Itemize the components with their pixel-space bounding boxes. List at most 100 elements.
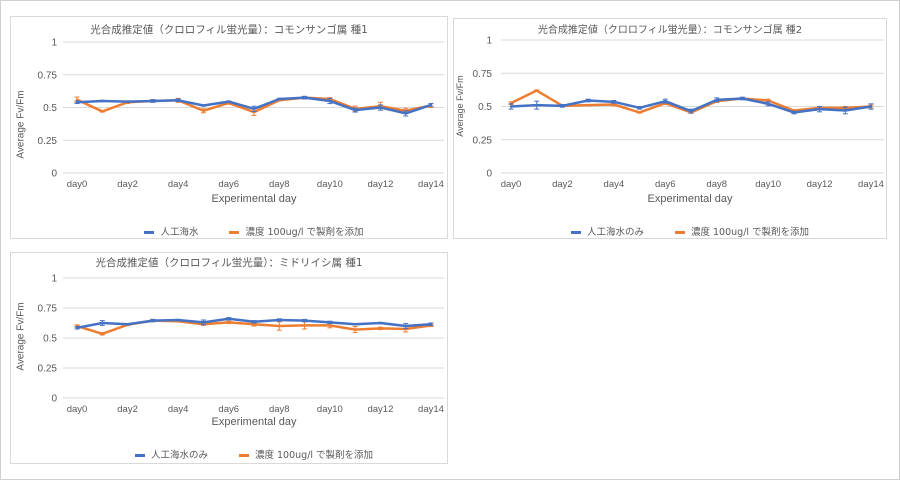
legend: 人工海水 濃度 100ug/l で製剤を添加	[11, 224, 447, 238]
data-point	[379, 106, 382, 109]
data-point	[101, 321, 104, 325]
data-point	[75, 98, 79, 101]
legend-item-control: 人工海水のみ	[570, 227, 644, 238]
x-tick-label: day8	[706, 179, 727, 190]
legend: 人工海水のみ 濃度 100ug/l で製剤を添加	[11, 447, 447, 461]
chart-komonsango-1: 0 0.25 0.5 0.75 1 day0 day2 day4 day6 day8 day10 da…	[10, 16, 448, 239]
legend: 人工海水のみ 濃度 100ug/l で製剤を添加	[454, 224, 886, 238]
x-tick-label: day6	[218, 404, 239, 415]
x-tick-label: day12	[807, 179, 833, 190]
data-point	[664, 99, 667, 103]
data-point	[328, 99, 332, 103]
data-point	[303, 319, 306, 322]
data-point	[379, 327, 382, 330]
legend-label: 人工海水のみ	[586, 227, 644, 238]
data-point	[101, 332, 104, 335]
x-tick-label: day6	[218, 179, 239, 190]
data-point	[75, 326, 79, 329]
legend-label: 濃度 100ug/l で製剤を添加	[254, 450, 374, 461]
x-tick-label: day12	[367, 404, 393, 415]
x-tick-label: day10	[317, 404, 343, 415]
data-point	[844, 109, 847, 112]
data-point	[741, 97, 744, 100]
legend-swatch-blue	[570, 231, 581, 234]
legend-item-treatment: 濃度 100ug/l で製剤を添加	[674, 227, 810, 238]
data-point	[202, 104, 205, 107]
chart-midoriishi-1: 0 0.25 0.5 0.75 1 day0 day2 day4 day6 day8 day10 da…	[10, 252, 448, 464]
x-tick-label: day2	[117, 179, 138, 190]
data-point	[252, 320, 256, 323]
x-tick-label: day14	[858, 179, 884, 190]
chart-plot: 0 0.25 0.5 0.75 1 day0 day2 day4 day6 day8 day10 da…	[473, 36, 884, 190]
data-point	[202, 321, 205, 324]
x-tick-label: day4	[168, 404, 189, 415]
data-point	[303, 324, 306, 327]
legend-label: 濃度 100ug/l で製剤を添加	[690, 227, 810, 238]
data-point	[101, 99, 104, 103]
y-tick-label: 0	[51, 394, 57, 405]
data-point	[818, 107, 821, 111]
data-point	[328, 321, 332, 324]
chart-komonsango-2: 0 0.25 0.5 0.75 1 day0 day2 day4 day6 day8 day10 da…	[453, 18, 887, 239]
data-point	[151, 319, 155, 322]
y-tick-label: 0.25	[473, 135, 493, 146]
data-point	[227, 100, 230, 103]
y-tick-label: 0.25	[38, 364, 58, 375]
x-tick-label: day0	[67, 179, 88, 190]
data-point	[792, 111, 796, 114]
y-tick-label: 0	[486, 169, 492, 180]
data-point	[227, 317, 230, 320]
data-point	[278, 324, 281, 328]
data-point	[404, 324, 407, 328]
data-point	[278, 97, 281, 101]
x-tick-label: day0	[67, 404, 88, 415]
data-point	[535, 89, 538, 92]
data-point	[429, 323, 433, 326]
data-point	[689, 109, 693, 113]
data-point	[151, 99, 155, 103]
data-point	[612, 103, 616, 106]
data-point	[869, 105, 873, 108]
x-tick-label: day6	[655, 179, 676, 190]
y-axis-label: Average Fv/Fm	[15, 302, 27, 371]
x-tick-label: day2	[552, 179, 573, 190]
x-tick-label: day4	[604, 179, 625, 190]
x-tick-label: day10	[317, 179, 343, 190]
data-point	[126, 323, 129, 326]
data-point	[75, 101, 79, 104]
legend-swatch-blue	[144, 231, 155, 234]
data-point	[379, 321, 382, 325]
x-tick-label: day4	[168, 179, 189, 190]
data-point	[766, 99, 770, 102]
legend-item-treatment: 濃度 100ug/l で製剤を添加	[229, 227, 364, 238]
legend-item-control: 人工海水のみ	[134, 450, 208, 461]
data-point	[429, 103, 433, 107]
data-point	[202, 109, 205, 112]
x-tick-label: day8	[269, 404, 290, 415]
y-tick-label: 0.5	[43, 103, 57, 114]
data-point	[227, 321, 230, 324]
data-point	[612, 100, 616, 104]
y-axis-label: Average Fv/Fm	[15, 90, 27, 159]
legend-swatch-orange	[674, 231, 685, 234]
x-axis-label: Experimental day	[647, 193, 733, 205]
legend-label: 濃度 100ug/l で製剤を添加	[245, 227, 364, 238]
y-tick-label: 0	[51, 169, 57, 180]
data-point	[766, 102, 770, 106]
chart-title: 光合成推定値（クロロフィル蛍光量）：ミドリイシ属 種1	[95, 257, 363, 269]
chart-title: 光合成推定値（クロロフィル蛍光量）：コモンサンゴ属 種2	[537, 25, 803, 36]
legend-swatch-orange	[238, 454, 249, 457]
data-point	[328, 324, 332, 327]
x-tick-label: day12	[367, 179, 393, 190]
data-point	[586, 103, 590, 107]
legend-swatch-orange	[229, 231, 240, 234]
legend-label: 人工海水のみ	[150, 450, 208, 461]
data-point	[353, 108, 357, 112]
y-tick-label: 0.5	[43, 334, 57, 345]
data-point	[638, 106, 641, 110]
data-point	[638, 111, 641, 114]
x-axis-label: Experimental day	[211, 416, 297, 428]
data-point	[509, 105, 513, 108]
y-tick-label: 0.25	[38, 136, 58, 147]
y-tick-label: 0.75	[473, 69, 493, 80]
